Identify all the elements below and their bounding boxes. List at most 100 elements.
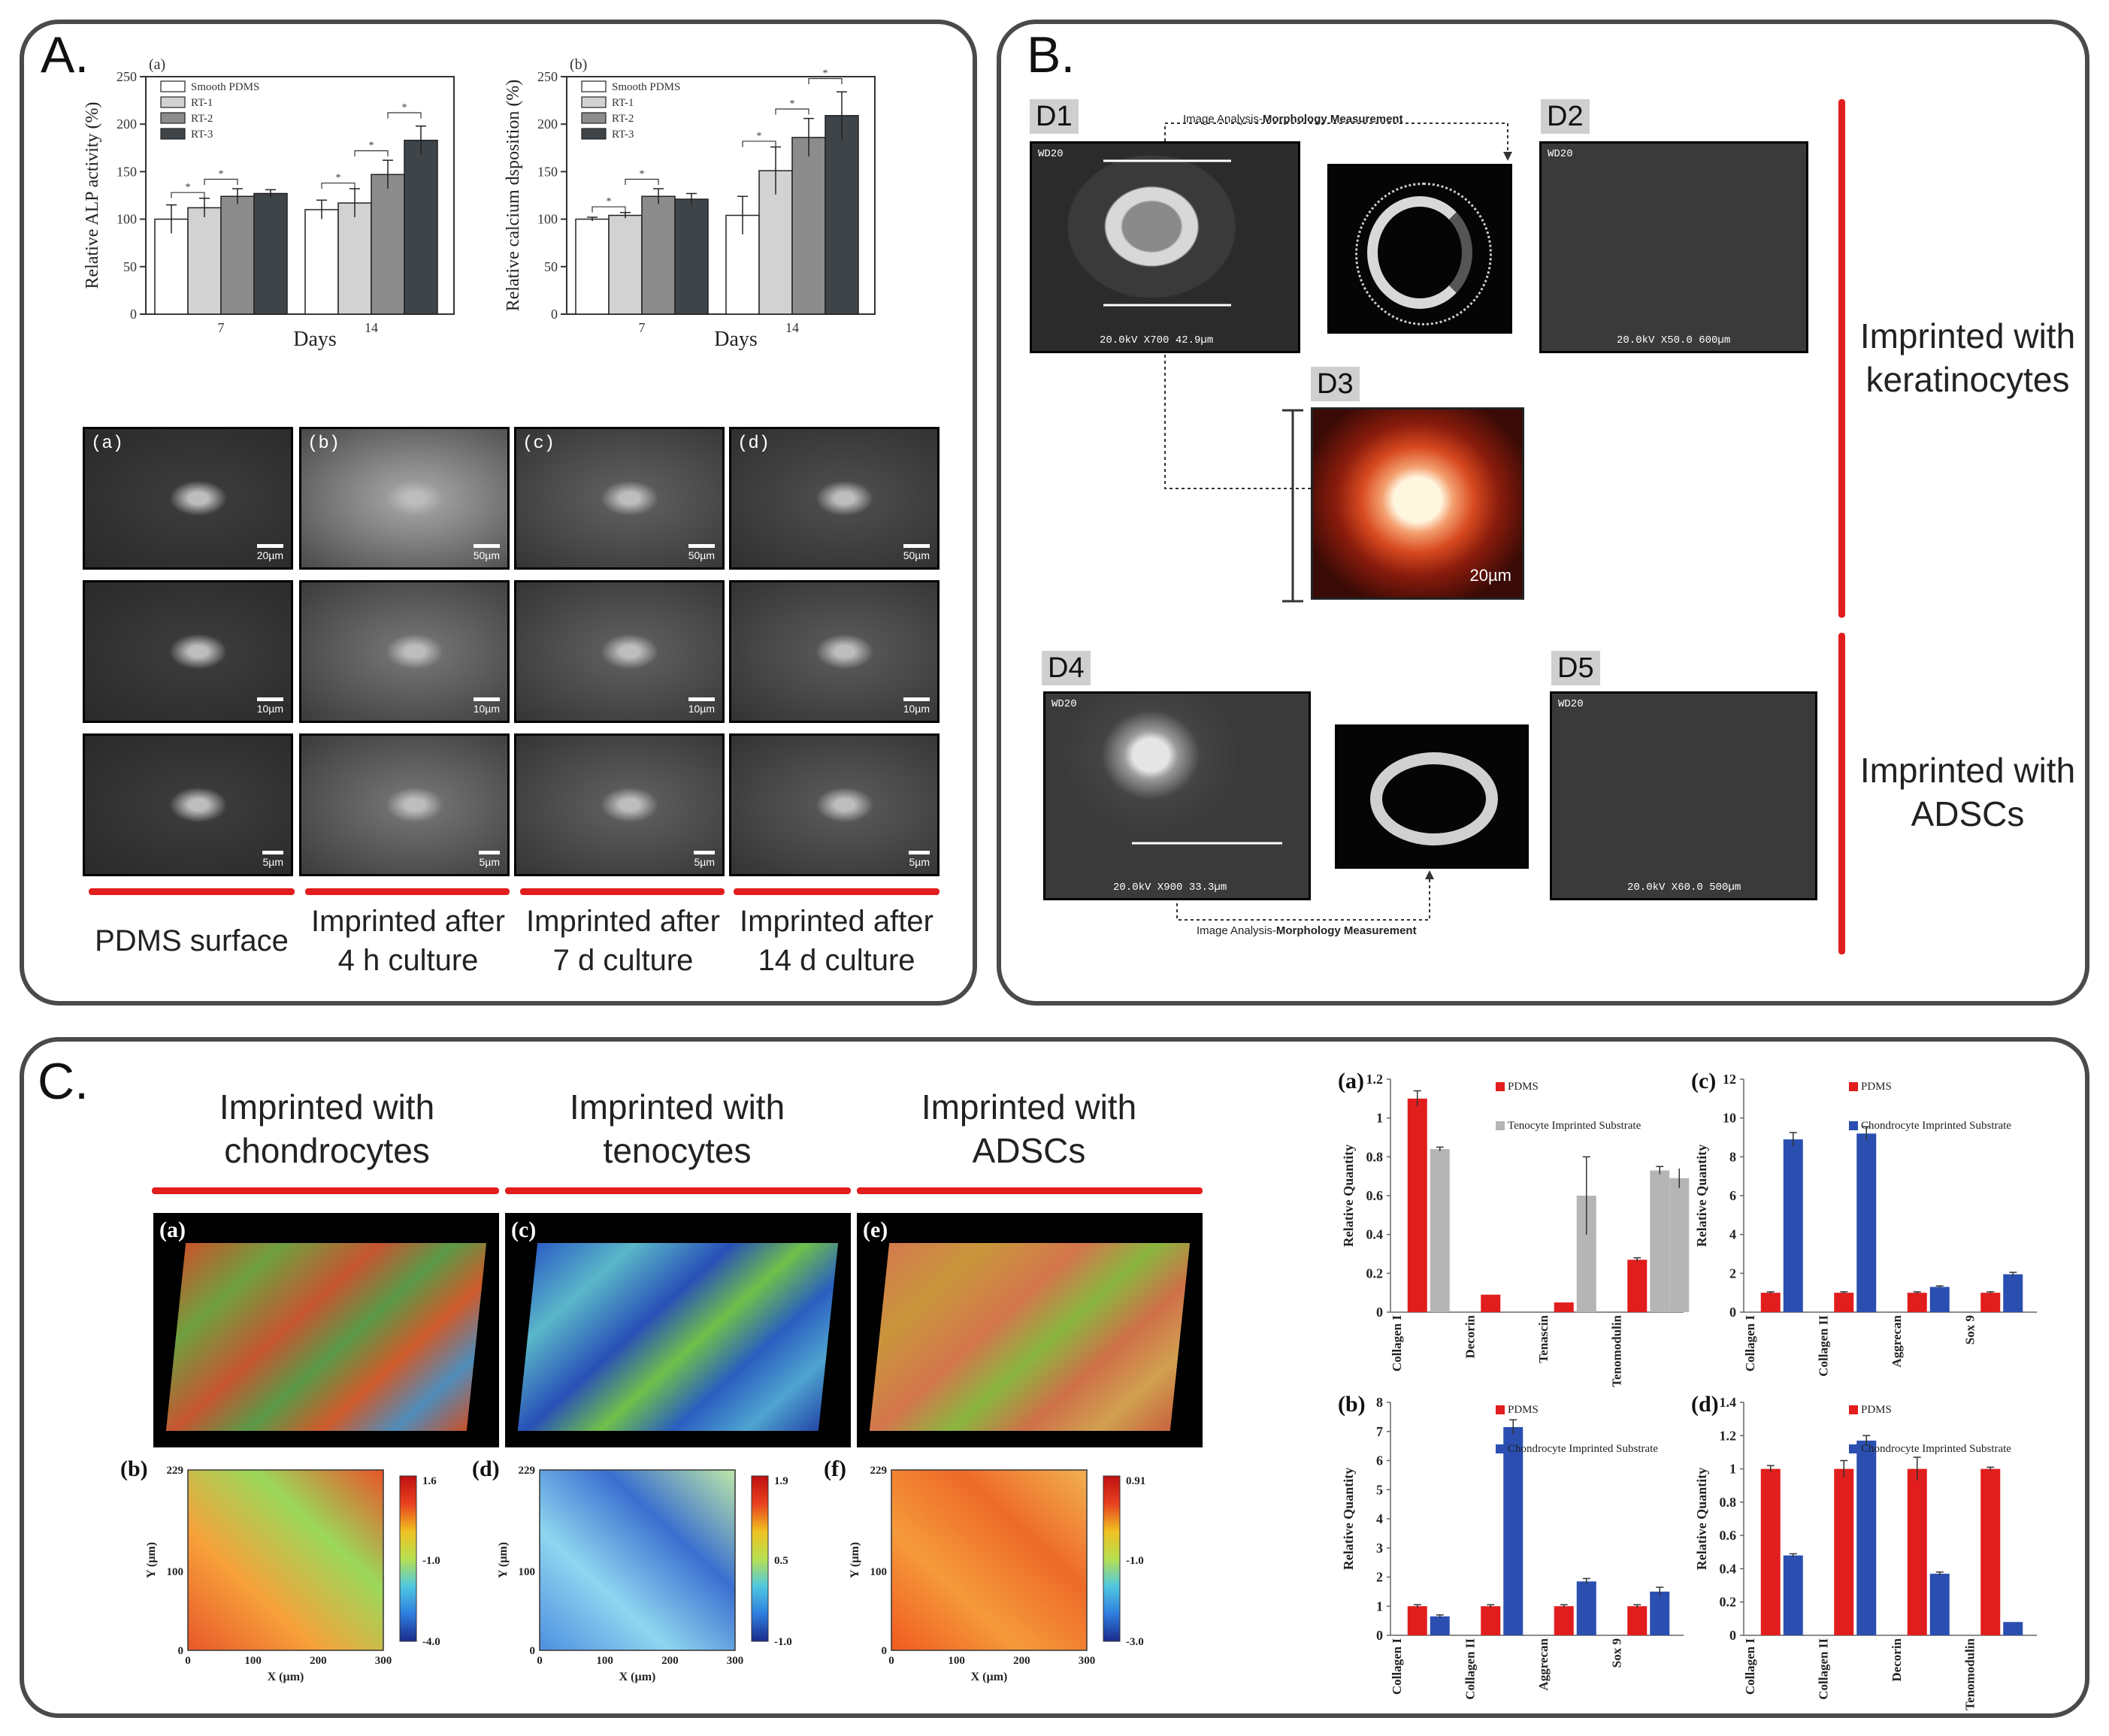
bar xyxy=(1834,1293,1854,1312)
y-tick-label: 150 xyxy=(537,164,558,179)
bar xyxy=(1929,1287,1950,1312)
legend-swatch xyxy=(160,112,186,124)
significance-bracket xyxy=(354,150,389,157)
map-x-tick: 0 xyxy=(185,1655,191,1667)
y-tick-label: 8 xyxy=(1376,1395,1383,1410)
y-tick-label: 4 xyxy=(1729,1227,1736,1242)
legend-swatch xyxy=(581,80,607,92)
d3-scalebar-text: 20µm xyxy=(1469,566,1511,585)
sem-2-1: 10µm xyxy=(83,580,293,723)
header-text: tenocytes xyxy=(603,1131,752,1170)
sem-3-1: 5µm xyxy=(83,733,293,876)
x-tick-label: Collagen II xyxy=(1817,1315,1831,1377)
legend-label: RT-2 xyxy=(191,113,213,125)
map-y-label: Y (µm) xyxy=(849,1542,861,1578)
panel-b-letter: B. xyxy=(1027,26,1076,83)
legend-swatch xyxy=(1496,1444,1505,1453)
bar xyxy=(1650,1170,1670,1312)
x-axis-label: Days xyxy=(293,328,337,351)
x-tick-label: Collagen II xyxy=(1463,1638,1478,1700)
significance-star: * xyxy=(402,102,407,113)
panel-c-letter: C. xyxy=(38,1053,89,1110)
significance-star: * xyxy=(607,196,612,207)
x-tick-label: Tenomodulin xyxy=(1610,1314,1624,1387)
analysis-bold: Morphology Measurement xyxy=(1262,113,1403,126)
sem-tag: (d) xyxy=(737,434,770,454)
scale-bar: 5µm xyxy=(479,851,500,868)
significance-bracket xyxy=(321,182,356,189)
map-y-tick: 229 xyxy=(519,1465,536,1477)
significance-bracket xyxy=(625,178,659,186)
scale-bar-label: 10µm xyxy=(473,703,500,715)
scale-bar-label: 50µm xyxy=(473,549,500,561)
legend-label: RT-3 xyxy=(612,129,634,141)
panel-b-connectors xyxy=(1103,122,1512,921)
legend-label: RT-1 xyxy=(191,97,213,109)
sem-2-3: 10µm xyxy=(514,580,725,723)
bar xyxy=(1907,1468,1927,1635)
caption-pdms-surface: PDMS surface xyxy=(81,921,302,960)
bar xyxy=(1627,1606,1648,1635)
bar xyxy=(253,192,288,315)
bar xyxy=(1407,1098,1427,1312)
scale-bar: 20µm xyxy=(256,544,283,561)
significance-bracket xyxy=(775,108,809,115)
significance-bracket xyxy=(808,77,843,85)
legend-swatch xyxy=(1849,1405,1858,1414)
fluorescence-d3: 20µm xyxy=(1311,407,1524,600)
scale-bar-label: 10µm xyxy=(688,703,715,715)
bar xyxy=(1980,1468,2001,1635)
scale-bar: 5µm xyxy=(909,851,930,868)
bar xyxy=(1760,1468,1781,1635)
caption-line-3 xyxy=(520,888,725,895)
plot-frame xyxy=(145,76,455,315)
y-tick-label: 1.2 xyxy=(1720,1428,1737,1443)
colorbar-label: 0.91 xyxy=(1126,1475,1145,1487)
x-axis-label: Days xyxy=(714,328,758,351)
caption-text: Imprinted after xyxy=(311,905,505,938)
scale-bar-label: 5µm xyxy=(909,856,930,868)
colorbar xyxy=(751,1475,769,1642)
x-tick-label: Aggrecan xyxy=(1536,1638,1551,1690)
colorbar-label: -1.0 xyxy=(774,1636,792,1648)
scale-bar: 50µm xyxy=(903,544,930,561)
header-line-2 xyxy=(505,1187,851,1194)
topo-maps: (b) 0 100 229 0 100 200 300 X (µm) Y (µm) 1.6 -1.0 -… xyxy=(120,1456,1145,1683)
bar xyxy=(1783,1139,1803,1312)
sem-2-4: 10µm xyxy=(729,580,940,723)
significance-bracket xyxy=(171,192,205,198)
x-tick-label: Decorin xyxy=(1463,1314,1478,1358)
scale-bar: 50µm xyxy=(688,544,715,561)
y-tick-label: 0.2 xyxy=(1366,1266,1384,1281)
chart-chondrocyte-expression-d: 0 0.2 0.4 0.6 0.8 1 1.2 1.4 Relative Quantity (d)… xyxy=(1691,1392,2037,1710)
panel-a-letter: A. xyxy=(41,26,89,83)
significance-bracket xyxy=(742,141,776,147)
y-tick-label: 1 xyxy=(1376,1111,1383,1126)
y-tick-label: 0 xyxy=(1729,1628,1736,1643)
bar xyxy=(1627,1260,1648,1312)
bar xyxy=(404,139,438,315)
topo-map xyxy=(187,1469,384,1651)
y-tick-label: 4 xyxy=(1376,1511,1383,1526)
sem-2-2: 10µm xyxy=(299,580,510,723)
scale-bar: 5µm xyxy=(694,851,715,868)
y-tick-label: 6 xyxy=(1376,1453,1383,1468)
header-text: chondrocytes xyxy=(224,1131,430,1170)
y-tick-label: 100 xyxy=(116,212,137,227)
y-tick-label: 12 xyxy=(1723,1072,1736,1087)
legend-swatch xyxy=(1496,1405,1505,1414)
map-x-tick: 300 xyxy=(1079,1655,1096,1667)
scale-bar: 10µm xyxy=(256,697,283,715)
tag-3d-a: (a) xyxy=(159,1217,186,1242)
chart-tag: (a) xyxy=(149,56,165,73)
y-tick-label: 200 xyxy=(537,116,558,132)
chart-tag: (b) xyxy=(570,56,587,73)
y-tick-label: 10 xyxy=(1723,1111,1736,1126)
x-tick-label: 14 xyxy=(785,320,799,335)
header-text: Imprinted with xyxy=(569,1087,785,1127)
x-tick-label: Collagen I xyxy=(1390,1638,1404,1695)
legend-label: RT-1 xyxy=(612,97,634,109)
map-y-tick: 100 xyxy=(870,1566,888,1578)
colorbar-label: 0.5 xyxy=(774,1555,788,1567)
